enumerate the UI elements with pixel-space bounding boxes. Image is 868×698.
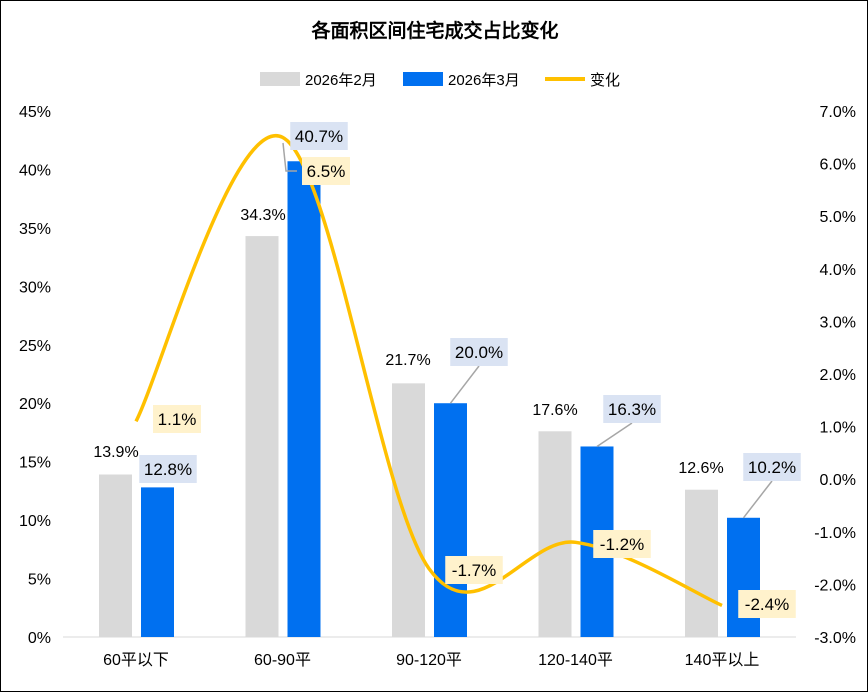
right-tick-label: -2.0%	[814, 577, 856, 594]
left-tick-label: 45%	[19, 104, 51, 121]
legend-label-feb: 2026年2月	[305, 72, 377, 89]
x-tick-label: 60平以下	[103, 652, 169, 669]
data-label-change-bg	[738, 590, 796, 618]
data-label-mar-bg	[139, 455, 197, 483]
data-label-mar: 12.8%	[144, 460, 192, 479]
left-tick-label: 15%	[19, 455, 51, 472]
x-tick-label: 90-120平	[396, 652, 462, 669]
right-tick-label: 0.0%	[820, 472, 856, 489]
leader-line	[742, 480, 773, 519]
data-label-mar: 16.3%	[608, 400, 656, 419]
right-tick-label: 2.0%	[820, 367, 856, 384]
bar-mar	[727, 517, 760, 637]
bar-mar	[141, 487, 174, 637]
data-label-mar: 40.7%	[295, 127, 343, 146]
bar-feb	[392, 383, 425, 637]
data-label-mar-bg	[450, 338, 508, 366]
right-tick-label: 7.0%	[820, 104, 856, 121]
right-tick-label: -3.0%	[814, 630, 856, 647]
data-label-change: -1.7%	[452, 561, 496, 580]
right-tick-label: 6.0%	[820, 157, 856, 174]
bar-feb	[538, 431, 572, 637]
data-label-change: -2.4%	[745, 595, 789, 614]
data-label-mar-bg	[743, 453, 801, 481]
data-label-change: 6.5%	[307, 162, 346, 181]
bar-feb	[245, 236, 279, 637]
legend-swatch-feb	[260, 72, 300, 86]
right-tick-label: 4.0%	[820, 262, 856, 279]
data-label-feb: 21.7%	[385, 352, 430, 369]
x-tick-label: 60-90平	[254, 652, 311, 669]
legend-swatch-mar	[403, 72, 443, 86]
bar-feb	[685, 489, 718, 637]
left-tick-label: 40%	[19, 162, 51, 179]
data-label-feb: 34.3%	[240, 207, 285, 224]
data-label-change-bg	[153, 405, 201, 433]
change-line	[134, 133, 723, 608]
leader-line	[449, 365, 480, 404]
data-label-feb: 13.9%	[93, 444, 138, 461]
right-tick-label: 3.0%	[820, 314, 856, 331]
x-tick-label: 140平以上	[685, 651, 760, 669]
left-tick-label: 5%	[28, 572, 51, 589]
leader-line	[596, 422, 633, 448]
legend-label-change: 变化	[590, 72, 620, 89]
right-tick-label: 1.0%	[820, 420, 856, 437]
leader-line	[282, 142, 297, 172]
data-label-change-bg	[445, 556, 503, 584]
legend-label-mar: 2026年3月	[448, 72, 520, 89]
chart-title: 各面积区间住宅成交占比变化	[310, 19, 558, 42]
bar-feb	[99, 474, 132, 637]
data-label-feb: 17.6%	[532, 402, 577, 419]
data-label-feb: 12.6%	[678, 460, 723, 477]
left-tick-label: 35%	[19, 221, 51, 238]
legend: 2026年2月 2026年3月 变化	[260, 72, 620, 89]
left-tick-label: 10%	[19, 513, 51, 530]
right-tick-label: 5.0%	[820, 209, 856, 226]
bar-mar	[287, 161, 321, 638]
data-label-change-bg	[302, 157, 350, 185]
data-label-change-bg	[593, 530, 651, 558]
left-tick-label: 20%	[19, 396, 51, 413]
bar-mar	[434, 403, 467, 637]
data-label-mar-bg	[290, 122, 348, 150]
left-tick-label: 25%	[19, 338, 51, 355]
left-tick-label: 30%	[19, 279, 51, 296]
right-tick-label: -1.0%	[814, 525, 856, 542]
data-label-mar: 10.2%	[748, 458, 796, 477]
data-label-mar: 20.0%	[455, 343, 503, 362]
left-tick-label: 0%	[28, 630, 51, 647]
data-label-mar-bg	[603, 395, 661, 423]
data-label-change: 1.1%	[158, 410, 197, 429]
x-tick-label: 120-140平	[538, 652, 613, 669]
data-label-change: -1.2%	[600, 535, 644, 554]
